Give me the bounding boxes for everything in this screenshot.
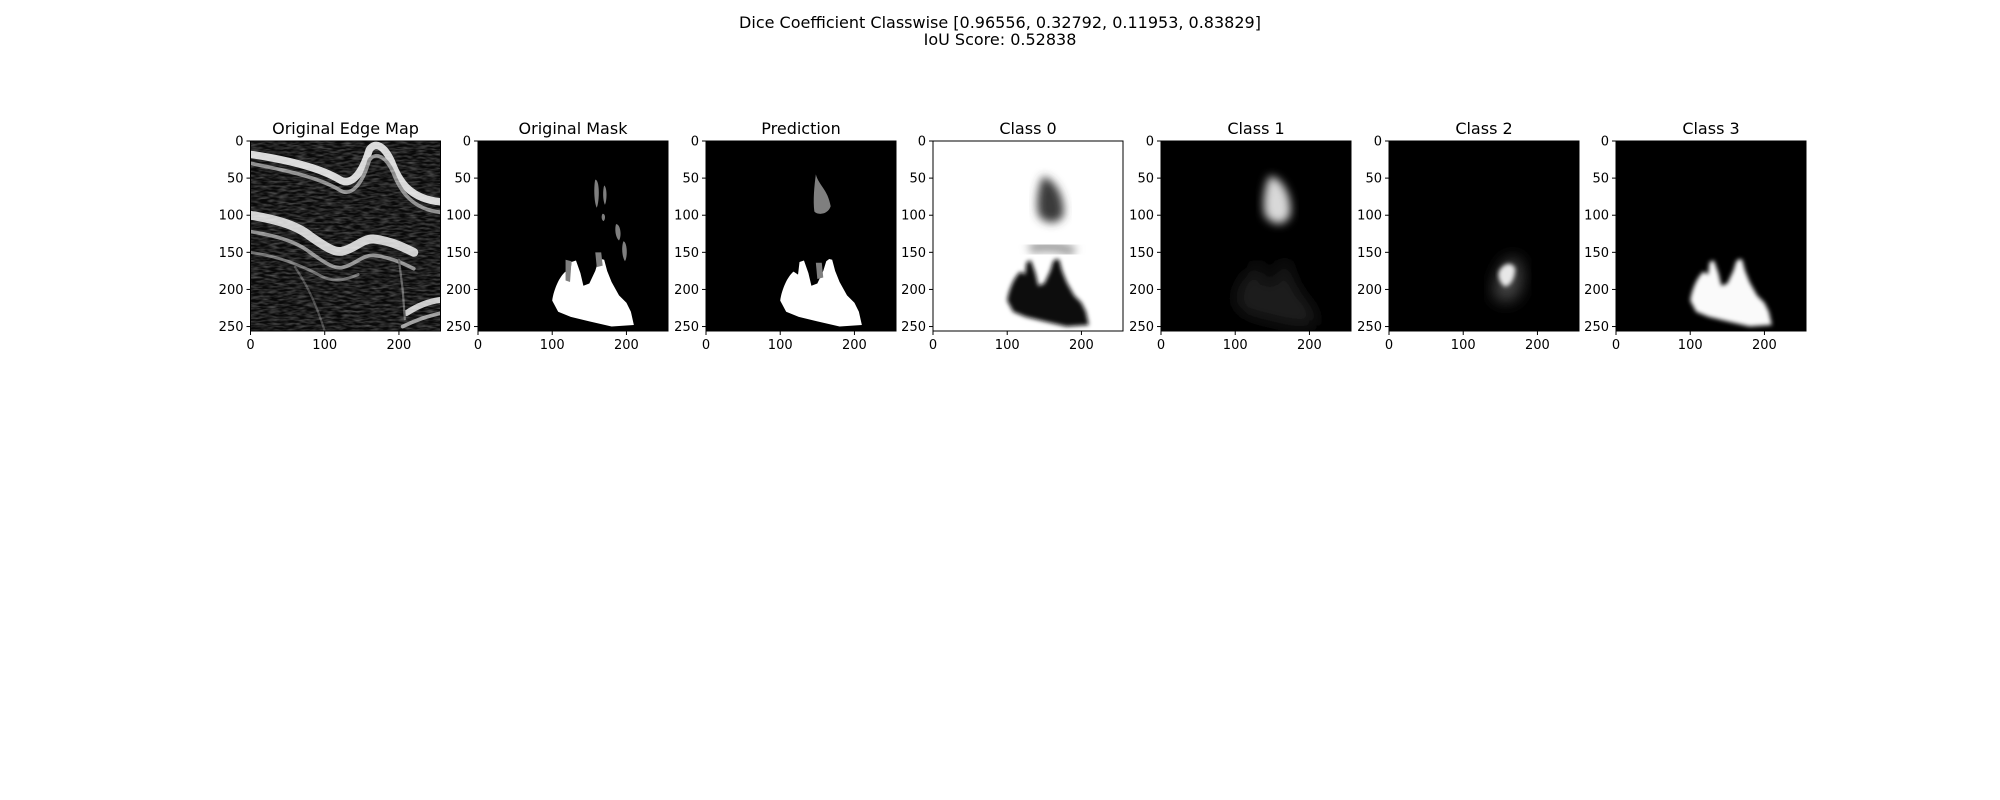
panel-image — [706, 141, 896, 331]
panel-image — [1161, 141, 1351, 331]
panel-4: Class 0 0 100 200 0 50 100 150 200 250 — [901, 119, 1124, 353]
axes-frame — [705, 140, 897, 332]
panel-2: Original Mask 0 100 200 0 50 100 150 200 250 — [446, 119, 669, 353]
y-tick-label: 150 — [1584, 246, 1609, 261]
y-tick-label: 200 — [1129, 283, 1154, 298]
panel-title: Class 1 — [1227, 119, 1284, 138]
y-tick-label: 50 — [227, 172, 244, 187]
panel-title: Prediction — [761, 119, 840, 138]
panel-6: Class 2 0 100 200 0 50 100 150 200 250 — [1357, 119, 1580, 353]
y-tick-label: 150 — [901, 246, 926, 261]
y-tick-label: 250 — [1129, 320, 1154, 335]
panel-title: Original Mask — [519, 119, 629, 138]
figure-title-line-1: Dice Coefficient Classwise [0.96556, 0.3… — [739, 13, 1261, 32]
x-tick-label: 200 — [1525, 338, 1550, 353]
y-tick-label: 0 — [463, 135, 471, 150]
y-tick-label: 200 — [674, 283, 699, 298]
y-tick-label: 250 — [446, 320, 471, 335]
y-tick-label: 100 — [1357, 209, 1382, 224]
x-tick-label: 200 — [1752, 338, 1777, 353]
x-tick-label: 0 — [929, 338, 937, 353]
x-tick-label: 200 — [614, 338, 639, 353]
x-tick-label: 200 — [1069, 338, 1094, 353]
y-tick-label: 50 — [1592, 172, 1609, 187]
axes-frame — [1615, 140, 1807, 332]
panel-title: Class 2 — [1455, 119, 1512, 138]
x-tick-label: 100 — [1451, 338, 1476, 353]
y-tick-label: 50 — [1137, 172, 1154, 187]
y-tick-label: 250 — [1584, 320, 1609, 335]
y-tick-label: 150 — [674, 246, 699, 261]
y-tick-label: 150 — [219, 246, 244, 261]
y-tick-label: 0 — [691, 135, 699, 150]
figure-title-line-2: IoU Score: 0.52838 — [924, 30, 1077, 49]
panel-image — [1616, 141, 1806, 331]
x-tick-label: 0 — [702, 338, 710, 353]
axes-frame — [477, 140, 669, 332]
panel-5: Class 1 0 100 200 0 50 100 150 200 250 — [1129, 119, 1352, 353]
y-tick-label: 250 — [1357, 320, 1382, 335]
y-tick-label: 0 — [918, 135, 926, 150]
y-tick-label: 50 — [1365, 172, 1382, 187]
panel-7: Class 3 0 100 200 0 50 100 150 200 250 — [1584, 119, 1807, 353]
y-tick-label: 100 — [446, 209, 471, 224]
panel-image — [478, 141, 668, 331]
y-tick-label: 200 — [1357, 283, 1382, 298]
x-tick-label: 0 — [1612, 338, 1620, 353]
y-tick-label: 50 — [909, 172, 926, 187]
y-tick-label: 150 — [446, 246, 471, 261]
y-tick-label: 50 — [682, 172, 699, 187]
y-tick-label: 100 — [901, 209, 926, 224]
x-tick-label: 0 — [246, 338, 254, 353]
x-tick-label: 100 — [768, 338, 793, 353]
y-tick-label: 0 — [1374, 135, 1382, 150]
y-tick-label: 250 — [901, 320, 926, 335]
axes-frame — [932, 140, 1124, 332]
y-tick-label: 100 — [674, 209, 699, 224]
y-tick-label: 200 — [1584, 283, 1609, 298]
panel-title: Class 3 — [1682, 119, 1739, 138]
panel-image — [1389, 141, 1579, 331]
x-tick-label: 0 — [1157, 338, 1165, 353]
x-tick-label: 200 — [1297, 338, 1322, 353]
panel-1: Original Edge Map 0 100 200 0 50 100 150 200 250 — [219, 119, 441, 353]
x-tick-label: 100 — [995, 338, 1020, 353]
x-tick-label: 100 — [540, 338, 565, 353]
axes-frame — [250, 140, 441, 332]
y-tick-label: 0 — [235, 135, 243, 150]
x-tick-label: 0 — [474, 338, 482, 353]
y-tick-label: 150 — [1357, 246, 1382, 261]
y-tick-label: 150 — [1129, 246, 1154, 261]
y-tick-label: 200 — [219, 283, 244, 298]
axes-frame — [1388, 140, 1580, 332]
y-tick-label: 250 — [219, 320, 244, 335]
y-tick-label: 100 — [219, 209, 244, 224]
y-tick-label: 100 — [1584, 209, 1609, 224]
x-tick-label: 100 — [1678, 338, 1703, 353]
axes-frame — [1160, 140, 1352, 332]
x-tick-label: 100 — [312, 338, 337, 353]
y-tick-label: 0 — [1146, 135, 1154, 150]
y-tick-label: 50 — [454, 172, 471, 187]
x-tick-label: 200 — [842, 338, 867, 353]
y-tick-label: 100 — [1129, 209, 1154, 224]
panel-title: Class 0 — [999, 119, 1056, 138]
x-tick-label: 200 — [387, 338, 412, 353]
y-tick-label: 250 — [674, 320, 699, 335]
y-tick-label: 200 — [901, 283, 926, 298]
panel-title: Original Edge Map — [272, 119, 419, 138]
panel-image — [250, 141, 441, 331]
x-tick-label: 100 — [1223, 338, 1248, 353]
y-tick-label: 200 — [446, 283, 471, 298]
y-tick-label: 0 — [1601, 135, 1609, 150]
x-tick-label: 0 — [1385, 338, 1393, 353]
panel-3: Prediction 0 100 200 0 50 100 150 200 250 — [674, 119, 897, 353]
panel-image — [933, 141, 1123, 331]
